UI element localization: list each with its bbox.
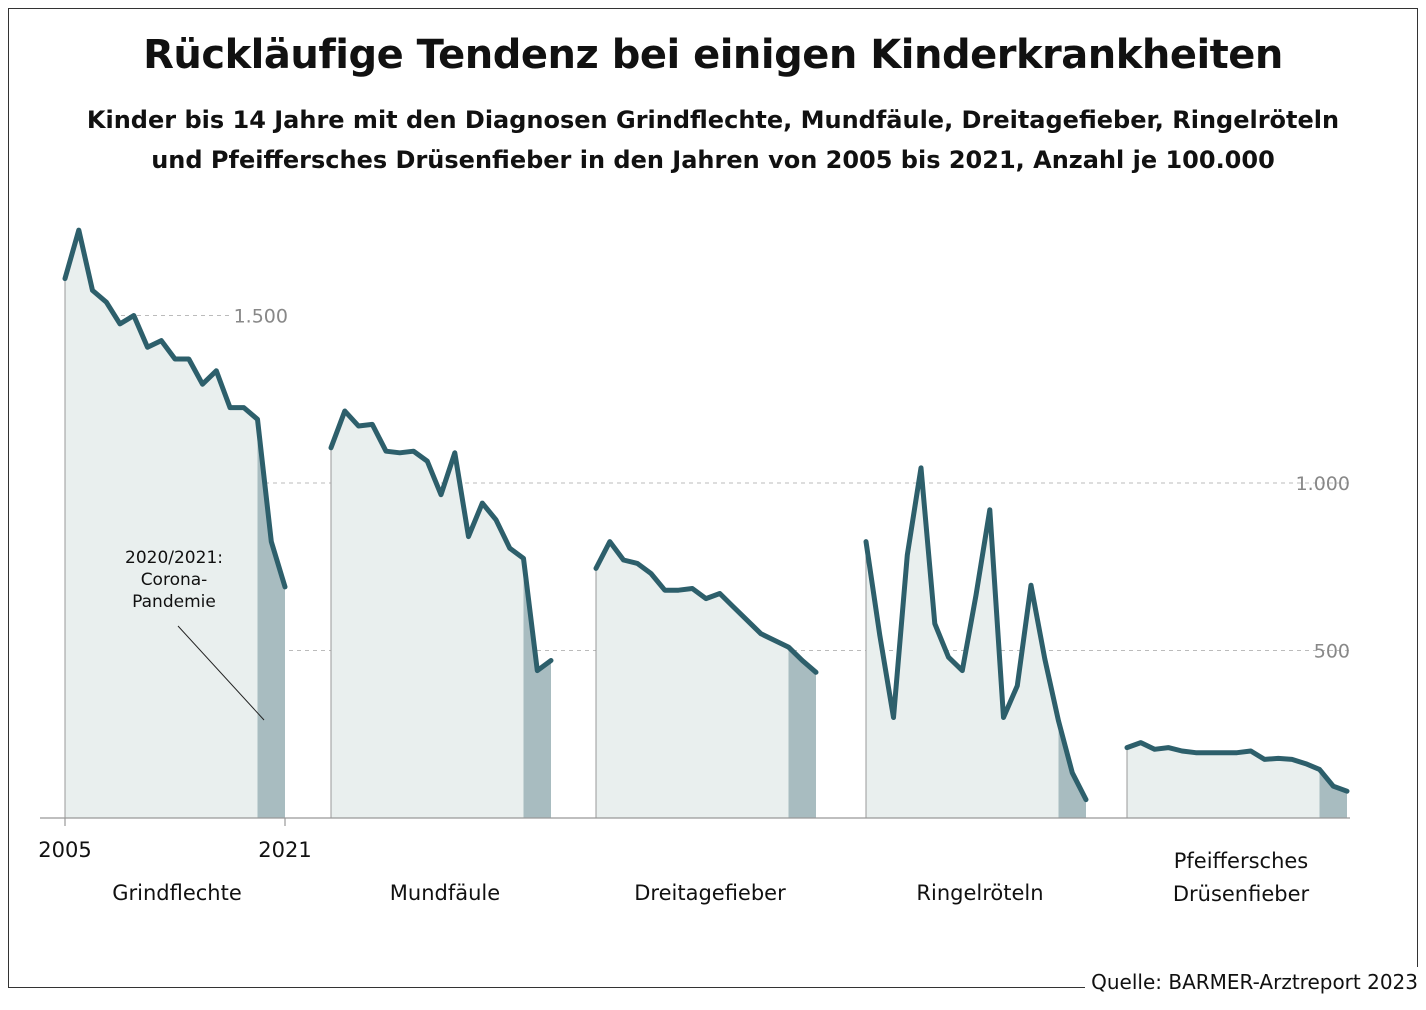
- pandemic-area-grindflechte: [257, 419, 285, 818]
- series-line-pfeiffersches-drüsenfieber: [1124, 740, 1350, 794]
- subtitle-line-1: Kinder bis 14 Jahre mit den Diagnosen Gr…: [86, 106, 1340, 134]
- area-mundfäule: [331, 411, 551, 818]
- x-tick-label-2021: 2021: [258, 838, 311, 862]
- source-note: Quelle: BARMER-Arztreport 2023: [1085, 967, 1418, 997]
- series-line-dreitagefieber: [593, 539, 819, 675]
- category-label-ringelröteln: Ringelröteln: [916, 881, 1043, 905]
- annotation-pointer: [177, 625, 265, 721]
- area-grindflechte: [65, 230, 285, 819]
- area-dreitagefieber: [596, 541, 816, 818]
- category-label-grindflechte: Grindflechte: [112, 881, 242, 905]
- chart-subtitle: Kinder bis 14 Jahre mit den Diagnosen Gr…: [0, 100, 1426, 180]
- category-label-mundfäule: Mundfäule: [390, 881, 500, 905]
- pandemic-area-dreitagefieber: [788, 647, 816, 818]
- annotation-line-2: Corona-: [141, 570, 208, 590]
- area-ringelröteln: [866, 467, 1086, 818]
- x-tick-label-2005: 2005: [38, 838, 91, 862]
- y-tick-label-500: 500: [1314, 641, 1350, 663]
- category-label-pfeiffersches-drüsenfieber-2: Drüsenfieber: [1173, 882, 1310, 906]
- chart-title: Rückläufige Tendenz bei einigen Kinderkr…: [143, 32, 1283, 78]
- series-line-mundfäule: [328, 408, 554, 674]
- pandemic-area-ringelröteln: [1058, 720, 1086, 818]
- category-label-pfeiffersches-drüsenfieber-1: Pfeiffersches: [1174, 849, 1309, 873]
- annotation-line-3: Pandemie: [132, 592, 216, 612]
- y-tick-label-1500: 1.500: [234, 306, 288, 328]
- category-label-dreitagefieber: Dreitagefieber: [634, 881, 786, 905]
- series-line-grindflechte: [62, 227, 288, 590]
- subtitle-line-2: und Pfeiffersches Drüsenfieber in den Ja…: [151, 146, 1275, 174]
- series-line-ringelröteln: [863, 465, 1089, 803]
- annotation-line-1: 2020/2021:: [125, 548, 223, 568]
- y-tick-label-1000: 1.000: [1296, 473, 1350, 495]
